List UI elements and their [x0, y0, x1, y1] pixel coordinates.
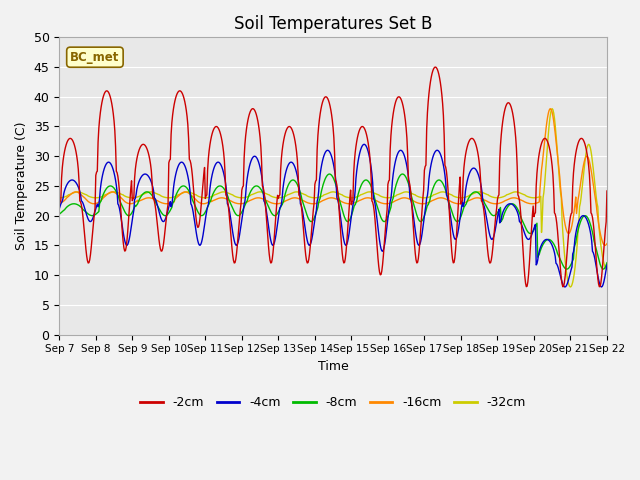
Title: Soil Temperatures Set B: Soil Temperatures Set B: [234, 15, 432, 33]
-16cm: [554, 152, 561, 158]
-2cm: [175, 88, 183, 94]
-32cm: [432, 191, 440, 197]
Line: -2cm: -2cm: [60, 67, 607, 287]
-16cm: [602, 242, 609, 248]
-8cm: [603, 260, 611, 265]
-32cm: [56, 195, 63, 201]
-32cm: [603, 266, 611, 272]
-4cm: [199, 232, 207, 238]
-4cm: [324, 148, 332, 154]
Line: -8cm: -8cm: [60, 174, 607, 269]
-16cm: [378, 200, 386, 206]
-4cm: [360, 142, 368, 147]
-8cm: [199, 212, 207, 218]
-2cm: [603, 188, 611, 194]
-8cm: [554, 251, 561, 256]
-32cm: [199, 195, 207, 201]
-2cm: [324, 97, 332, 103]
-2cm: [199, 180, 207, 185]
-8cm: [175, 186, 183, 192]
-4cm: [379, 248, 387, 254]
-32cm: [566, 284, 574, 290]
-4cm: [433, 147, 440, 153]
-16cm: [175, 192, 183, 198]
-2cm: [431, 64, 439, 70]
Line: -16cm: -16cm: [60, 109, 607, 245]
-16cm: [324, 195, 332, 201]
-16cm: [56, 201, 63, 206]
-16cm: [199, 201, 207, 206]
-32cm: [378, 194, 386, 200]
-32cm: [548, 106, 556, 111]
-4cm: [56, 206, 63, 212]
-4cm: [554, 263, 561, 268]
X-axis label: Time: Time: [317, 360, 349, 373]
-8cm: [326, 171, 333, 177]
Text: BC_met: BC_met: [70, 51, 120, 64]
-2cm: [554, 228, 561, 233]
-4cm: [175, 161, 183, 167]
-8cm: [563, 266, 570, 272]
-2cm: [378, 268, 386, 274]
-32cm: [324, 190, 332, 196]
-4cm: [561, 284, 569, 290]
-16cm: [603, 241, 611, 247]
-8cm: [56, 211, 63, 217]
-8cm: [379, 217, 387, 223]
-2cm: [56, 201, 63, 207]
-16cm: [547, 106, 554, 112]
Line: -4cm: -4cm: [60, 144, 607, 287]
Legend: -2cm, -4cm, -8cm, -16cm, -32cm: -2cm, -4cm, -8cm, -16cm, -32cm: [135, 391, 531, 414]
-8cm: [324, 171, 332, 177]
-2cm: [559, 284, 566, 289]
-4cm: [603, 262, 611, 268]
Y-axis label: Soil Temperature (C): Soil Temperature (C): [15, 121, 28, 250]
-16cm: [432, 196, 440, 202]
-2cm: [433, 65, 440, 71]
-32cm: [175, 192, 183, 197]
-32cm: [554, 151, 561, 157]
-8cm: [433, 179, 440, 184]
Line: -32cm: -32cm: [60, 108, 607, 287]
